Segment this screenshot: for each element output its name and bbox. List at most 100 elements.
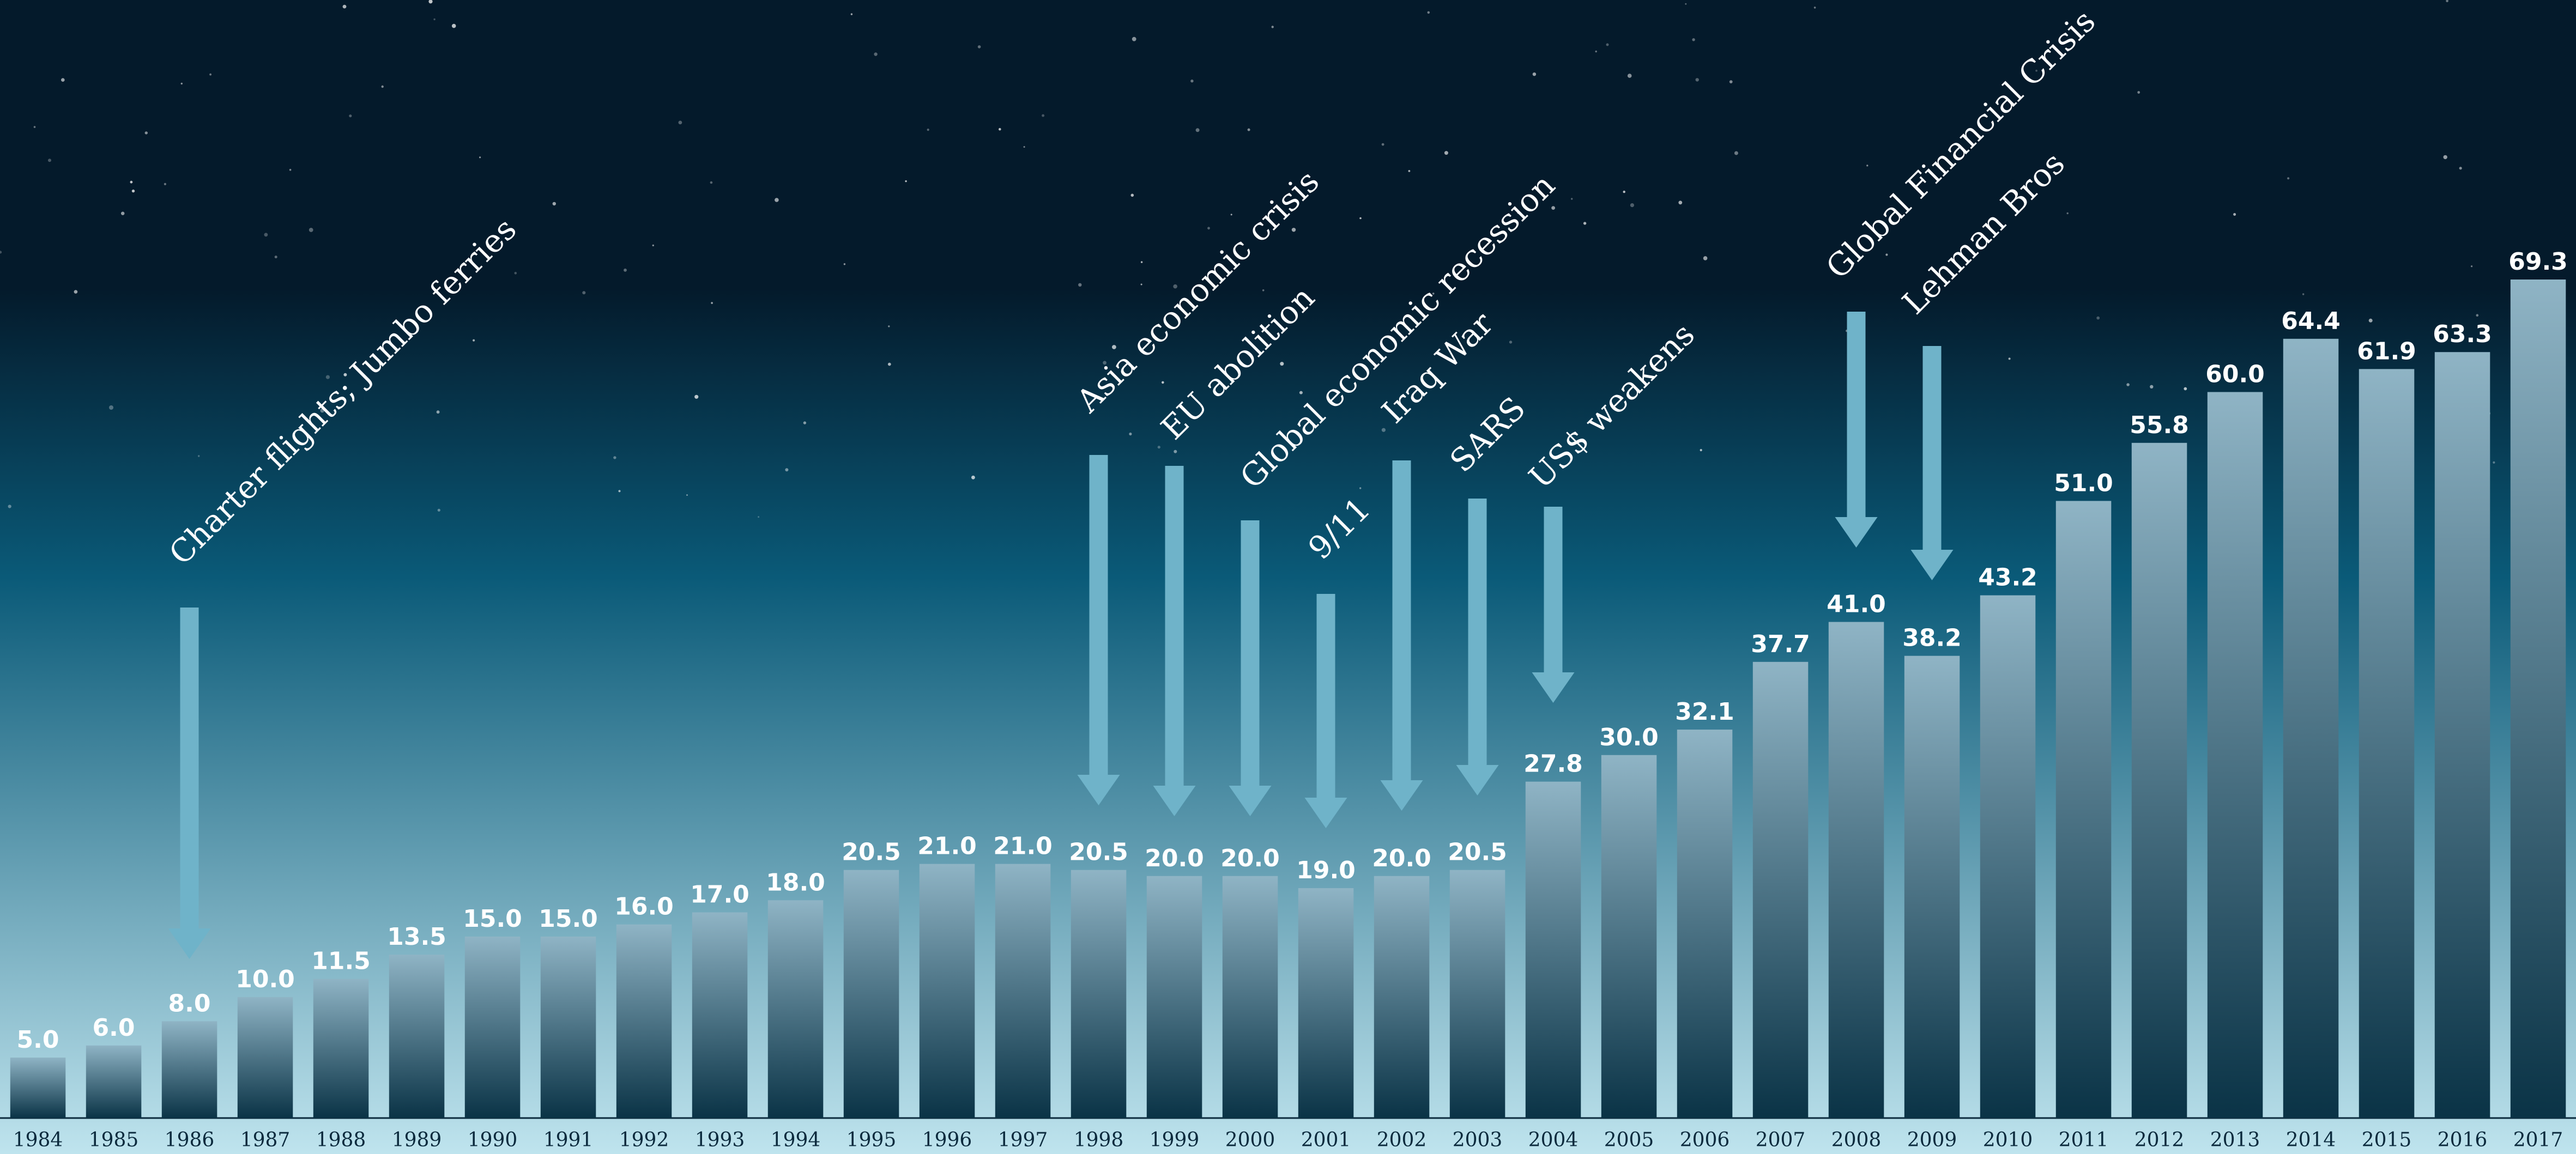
star <box>1866 165 1868 167</box>
star <box>2493 461 2495 464</box>
value-label-1994: 18.0 <box>766 868 825 896</box>
value-label-2000: 20.0 <box>1220 845 1280 872</box>
star <box>1551 206 1556 210</box>
x-tick-2004: 2004 <box>1528 1129 1579 1151</box>
arrow-2008 <box>1835 312 1878 548</box>
star <box>2459 167 2462 170</box>
star <box>694 394 699 399</box>
value-label-2008: 41.0 <box>1827 591 1886 618</box>
x-tick-2007: 2007 <box>1756 1129 1806 1151</box>
x-tick-2009: 2009 <box>1907 1129 1957 1151</box>
star <box>1508 227 1510 229</box>
value-label-2014: 64.4 <box>2281 307 2341 335</box>
value-label-1992: 16.0 <box>614 893 674 921</box>
star <box>758 516 760 518</box>
star <box>109 405 113 410</box>
star <box>289 168 292 171</box>
star <box>381 85 384 88</box>
star <box>2066 212 2069 215</box>
x-tick-2008: 2008 <box>1831 1129 1882 1151</box>
star <box>1195 128 1200 132</box>
star <box>1571 198 1573 200</box>
star <box>1627 74 1632 78</box>
x-tick-labels-group: 1984 1985 1986 1987 1988 1989 1990 1991 1992 1993… <box>13 1129 2563 1151</box>
bar-2010 <box>1980 595 2036 1118</box>
star <box>144 131 148 135</box>
x-tick-1993: 1993 <box>695 1129 745 1151</box>
value-label-2005: 30.0 <box>1599 724 1659 751</box>
x-tick-1985: 1985 <box>89 1129 139 1151</box>
bar-1990 <box>464 936 521 1118</box>
star <box>1078 283 1082 287</box>
star <box>1271 26 1274 28</box>
star <box>652 244 655 247</box>
star <box>264 233 268 237</box>
value-label-2017: 69.3 <box>2508 248 2568 276</box>
star <box>433 18 436 21</box>
star <box>1734 151 1738 155</box>
x-tick-2006: 2006 <box>1680 1129 1730 1151</box>
star <box>349 114 352 118</box>
star <box>711 302 713 304</box>
star <box>1262 289 1265 291</box>
x-tick-1992: 1992 <box>619 1129 669 1151</box>
star <box>8 505 11 508</box>
star <box>905 180 907 183</box>
value-label-2012: 55.8 <box>2130 411 2189 439</box>
x-tick-1997: 1997 <box>998 1129 1048 1151</box>
star <box>803 421 807 424</box>
star <box>1140 261 1143 263</box>
value-label-2015: 61.9 <box>2357 337 2416 365</box>
arrow-2003 <box>1456 499 1499 795</box>
bar-1987 <box>237 997 293 1118</box>
bars-group <box>10 280 2566 1119</box>
star <box>451 23 456 28</box>
bar-1998 <box>1071 870 1127 1118</box>
star <box>1583 222 1587 225</box>
star <box>2137 91 2140 94</box>
value-label-1990: 15.0 <box>463 905 522 933</box>
value-labels-group: 5.0 6.0 8.0 10.0 11.5 13.5 15.0 15.0 16.0 17.0 18.… <box>17 248 2568 1054</box>
x-tick-1989: 1989 <box>392 1129 442 1151</box>
star <box>437 508 440 512</box>
bar-2003 <box>1449 870 1505 1118</box>
value-label-2007: 37.7 <box>1751 630 1810 658</box>
star <box>209 73 211 76</box>
star <box>1381 428 1386 432</box>
star <box>514 272 517 275</box>
bar-2001 <box>1298 888 1354 1118</box>
star <box>887 362 891 366</box>
value-label-2010: 43.2 <box>1978 564 2037 592</box>
star <box>1678 201 1683 205</box>
star <box>843 263 846 265</box>
bar-1993 <box>692 912 748 1118</box>
bar-2007 <box>1752 661 1809 1118</box>
bar-1986 <box>161 1021 217 1118</box>
star <box>775 198 779 202</box>
star <box>309 228 313 232</box>
star <box>1157 446 1160 449</box>
x-tick-2016: 2016 <box>2438 1129 2488 1151</box>
x-tick-1984: 1984 <box>13 1129 63 1151</box>
star <box>678 120 682 125</box>
star <box>874 52 878 56</box>
star <box>1207 227 1210 230</box>
bar-1997 <box>995 864 1051 1118</box>
star <box>999 127 1001 131</box>
x-tick-2002: 2002 <box>1377 1129 1427 1151</box>
star <box>2126 383 2130 386</box>
bar-2009 <box>1904 655 1960 1118</box>
bar-1992 <box>616 924 672 1118</box>
star <box>1190 80 1194 83</box>
star <box>1692 38 1695 41</box>
star <box>479 156 481 159</box>
bar-2017 <box>2510 280 2566 1118</box>
bar-1985 <box>86 1045 142 1118</box>
star <box>1432 293 1435 295</box>
value-label-2006: 32.1 <box>1675 698 1734 726</box>
star <box>1130 193 1134 197</box>
star <box>2008 357 2011 360</box>
star <box>325 375 330 379</box>
x-tick-2010: 2010 <box>1983 1129 2033 1151</box>
